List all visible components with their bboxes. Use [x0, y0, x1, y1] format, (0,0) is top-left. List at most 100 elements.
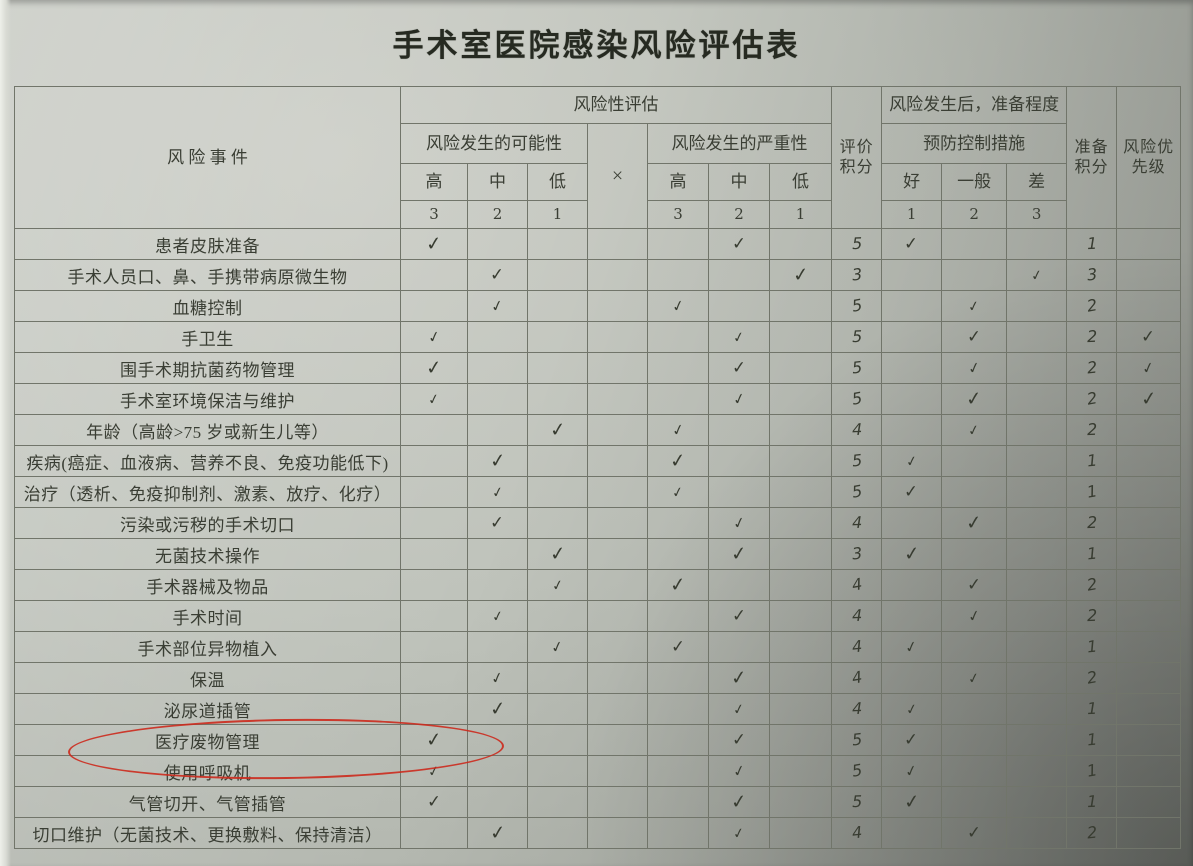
prep-score-cell: 1 — [1066, 228, 1118, 260]
priority-cell — [1116, 414, 1182, 446]
possibility-high-cell: ✓ — [400, 228, 468, 260]
header-prep-score: 准备积分 — [1066, 86, 1118, 229]
prep-score-cell: 1 — [1066, 445, 1118, 477]
priority-cell: ✓ — [1116, 321, 1182, 353]
prevention-fair-cell — [941, 693, 1008, 725]
prevention-fair-cell — [941, 724, 1008, 756]
eval-score-cell: 5 — [831, 476, 883, 508]
possibility-mid-cell — [467, 631, 528, 663]
multiply-cell — [587, 817, 648, 849]
header-possibility: 风险发生的可能性 — [400, 123, 588, 164]
handwritten-checkmark: ✓ — [1140, 326, 1157, 348]
prevention-fair-cell: ✓ — [941, 662, 1008, 694]
possibility-high-cell — [400, 290, 468, 322]
prevention-poor-cell — [1006, 414, 1068, 446]
prevention-fair-cell — [941, 755, 1008, 787]
prevention-fair-cell — [941, 259, 1008, 291]
handwritten-checkmark: ✓ — [966, 574, 982, 596]
header-risk-event: 风 险 事 件 — [14, 86, 401, 229]
severity-low-label: 低 — [768, 163, 833, 201]
multiply-cell — [587, 569, 648, 601]
handwritten-score: 2 — [1084, 388, 1099, 409]
multiply-cell — [587, 786, 648, 818]
handwritten-checkmark: ✓ — [903, 729, 920, 751]
severity-mid-cell: ✓ — [708, 786, 770, 818]
handwritten-score: 2 — [1084, 574, 1099, 595]
prevention-good-cell: ✓ — [881, 693, 943, 725]
prevention-poor-label: 差 — [1006, 163, 1068, 201]
prevention-good-cell — [881, 414, 943, 446]
handwritten-score: 2 — [1086, 326, 1098, 347]
possibility-score-1: 1 — [527, 200, 588, 229]
severity-mid-cell: ✓ — [708, 228, 770, 260]
severity-low-cell — [768, 383, 833, 415]
priority-cell — [1116, 228, 1182, 260]
table-row: 保温 ✓ ✓ 4 ✓ 2 — [14, 662, 1182, 694]
severity-low-cell — [768, 569, 833, 601]
prevention-poor-cell — [1006, 662, 1068, 694]
handwritten-checkmark: ✓ — [904, 701, 919, 719]
severity-mid-cell: ✓ — [708, 507, 770, 539]
handwritten-checkmark: ✓ — [730, 512, 748, 534]
prevention-fair-cell — [941, 445, 1008, 477]
prevention-good-cell: ✓ — [881, 755, 943, 787]
priority-cell: ✓ — [1116, 352, 1182, 384]
handwritten-score: 1 — [1084, 481, 1099, 502]
table-row: 手术部位异物植入 ✓ ✓ 4 ✓ 1 — [14, 631, 1182, 663]
possibility-low-cell: ✓ — [527, 569, 588, 601]
handwritten-checkmark: ✓ — [426, 391, 442, 409]
prevention-score-2: 2 — [941, 200, 1008, 229]
header-eval-score: 评价积分 — [831, 86, 883, 229]
prep-score-cell: 1 — [1066, 476, 1118, 508]
handwritten-score: 3 — [1085, 264, 1098, 285]
prevention-poor-cell — [1006, 321, 1068, 353]
multiply-cell — [587, 414, 648, 446]
header-priority: 风险优先级 — [1116, 86, 1182, 229]
header-risk-assessment: 风险性评估 — [399, 86, 833, 124]
handwritten-score: 2 — [1086, 605, 1098, 626]
risk-event-label: 医疗废物管理 — [14, 724, 401, 756]
possibility-low-cell — [527, 817, 588, 849]
handwritten-score: 5 — [851, 326, 863, 347]
severity-high-cell: ✓ — [647, 631, 709, 663]
possibility-low-cell — [527, 290, 588, 322]
possibility-low-cell — [527, 259, 588, 291]
possibility-mid-cell — [467, 383, 528, 415]
severity-high-cell — [647, 817, 709, 849]
multiply-cell — [587, 755, 648, 787]
prevention-fair-cell — [941, 786, 1008, 818]
handwritten-score: 2 — [1085, 822, 1098, 843]
prevention-score-1: 1 — [881, 200, 943, 229]
multiply-cell — [587, 321, 648, 353]
handwritten-score: 5 — [849, 760, 864, 781]
handwritten-checkmark: ✓ — [424, 232, 444, 256]
possibility-mid-cell: ✓ — [467, 290, 528, 322]
eval-score-cell: 4 — [831, 414, 883, 446]
severity-low-cell — [768, 693, 833, 725]
prevention-poor-cell — [1006, 228, 1068, 260]
handwritten-checkmark: ✓ — [670, 484, 686, 502]
handwritten-score: 3 — [850, 264, 863, 285]
priority-cell — [1116, 662, 1182, 694]
priority-cell — [1116, 507, 1182, 539]
severity-low-cell — [768, 414, 833, 446]
handwritten-checkmark: ✓ — [731, 357, 747, 379]
risk-event-label: 手术器械及物品 — [14, 569, 401, 601]
handwritten-checkmark: ✓ — [489, 667, 506, 689]
handwritten-score: 4 — [849, 667, 864, 688]
handwritten-score: 1 — [1085, 450, 1098, 471]
handwritten-checkmark: ✓ — [904, 453, 919, 471]
handwritten-checkmark: ✓ — [490, 608, 505, 626]
handwritten-checkmark: ✓ — [965, 357, 983, 379]
eval-score-cell: 5 — [831, 445, 883, 477]
handwritten-checkmark: ✓ — [903, 481, 920, 503]
handwritten-checkmark: ✓ — [903, 760, 920, 782]
risk-event-label: 手卫生 — [14, 321, 401, 353]
severity-high-cell — [647, 259, 709, 291]
possibility-mid-cell: ✓ — [467, 662, 528, 694]
possibility-score-2: 2 — [467, 200, 528, 229]
handwritten-checkmark: ✓ — [731, 729, 747, 751]
prevention-poor-cell — [1006, 383, 1068, 415]
possibility-mid-cell: ✓ — [467, 600, 528, 632]
risk-event-label: 年龄（高龄>75 岁或新生儿等） — [14, 414, 401, 446]
